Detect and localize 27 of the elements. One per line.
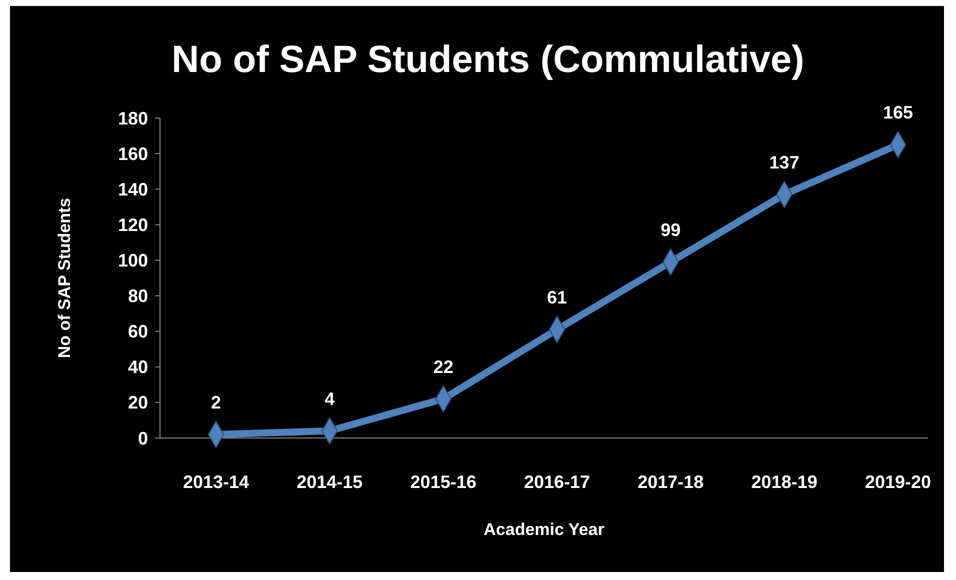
data-label: 137 xyxy=(769,152,800,172)
x-axis-title: Academic Year xyxy=(484,520,605,539)
x-tick-label: 2019-20 xyxy=(864,472,932,492)
y-tick-label: 140 xyxy=(118,179,148,200)
y-tick-label: 100 xyxy=(118,250,148,271)
y-tick-label: 80 xyxy=(128,286,148,306)
data-label: 4 xyxy=(324,388,335,409)
y-axis-title: No of SAP Students xyxy=(55,198,74,358)
chart-title: No of SAP Students (Commulative) xyxy=(172,39,804,81)
x-tick-label: 2013-14 xyxy=(182,472,250,492)
x-tick-label: 2015-16 xyxy=(410,472,476,492)
y-tick-label: 40 xyxy=(128,357,148,378)
data-label: 165 xyxy=(882,102,914,123)
data-label: 2 xyxy=(210,392,222,412)
data-label: 22 xyxy=(433,356,454,377)
y-tick-label: 0 xyxy=(138,428,148,448)
data-label: 99 xyxy=(660,220,681,240)
y-tick-label: 180 xyxy=(118,108,148,128)
y-tick-label: 120 xyxy=(118,214,148,235)
x-tick-label: 2018-19 xyxy=(751,472,818,492)
y-tick-label: 160 xyxy=(118,144,148,164)
y-tick-label: 60 xyxy=(128,322,148,342)
data-label: 61 xyxy=(546,288,568,308)
x-tick-label: 2017-18 xyxy=(638,472,704,492)
x-tick-label: 2016-17 xyxy=(524,472,590,492)
x-tick-label: 2014-15 xyxy=(296,472,363,492)
y-tick-label: 20 xyxy=(128,392,148,413)
